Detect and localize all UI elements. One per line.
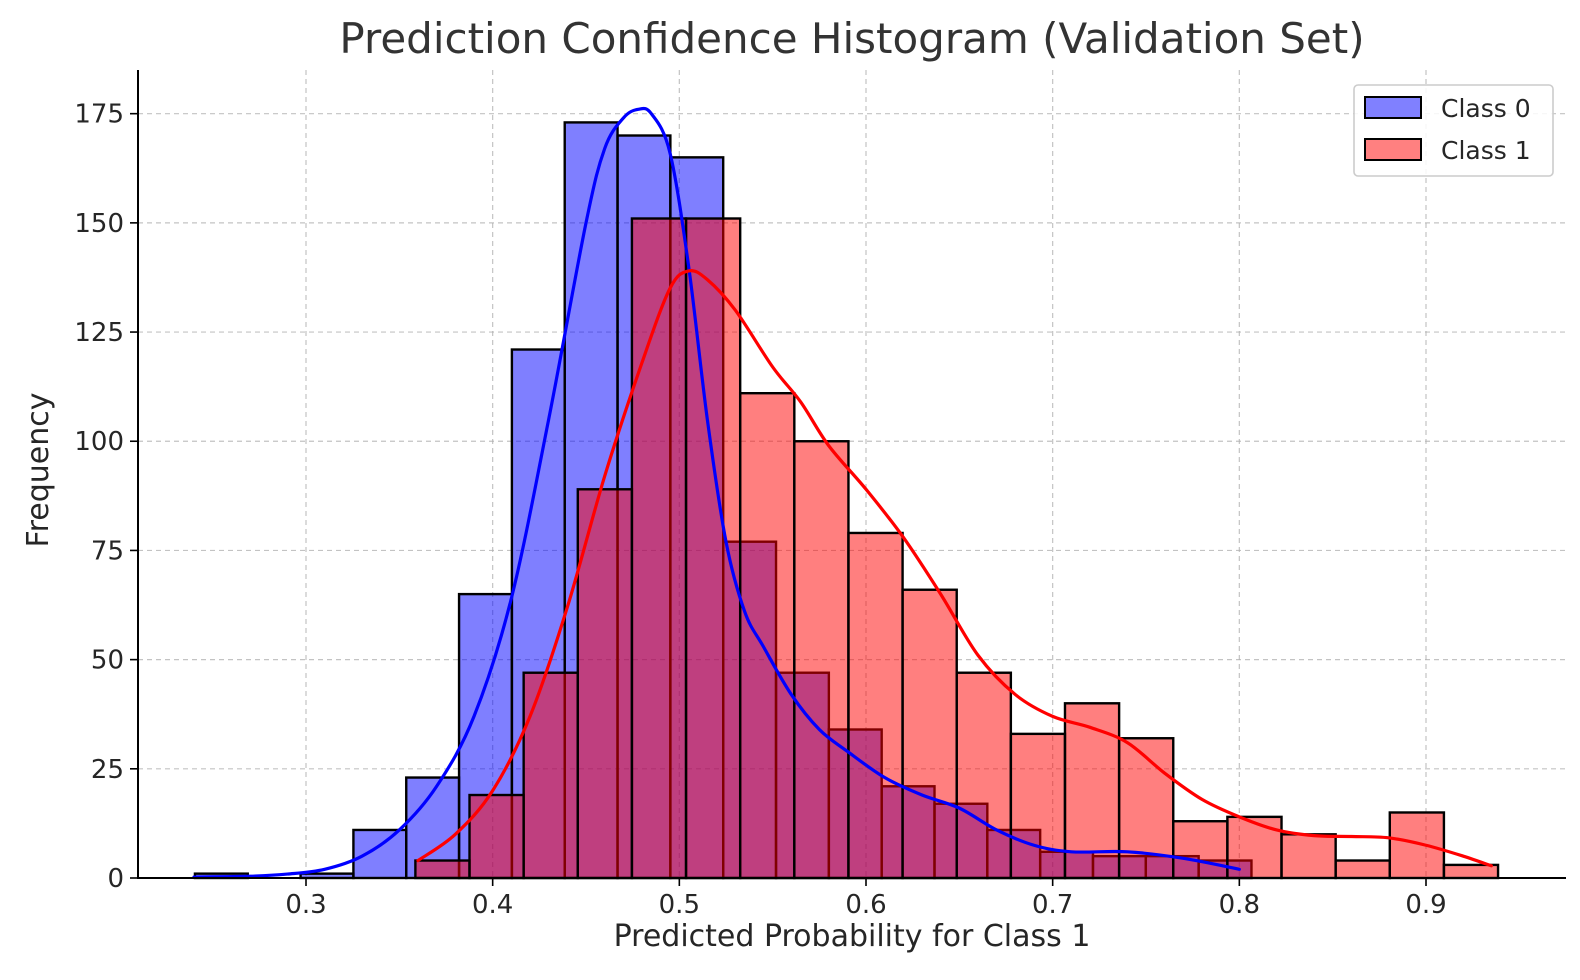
y-tick-label: 75: [91, 536, 124, 566]
bar-class-1: [738, 392, 796, 880]
bar-class-1: [1172, 820, 1229, 880]
bar-class-1: [955, 671, 1013, 880]
bar-class-1: [1009, 732, 1067, 880]
y-tick-label: 125: [74, 318, 124, 348]
tick-labels: 0.3 0.4 0.5 0.6 0.7 0.8 0.9 0 25 50 75 100 125 150 175: [74, 100, 1446, 920]
kde-line-class-1: [416, 268, 1493, 868]
x-tick-label: 0.8: [1219, 890, 1260, 920]
bar-class-0: [352, 828, 408, 880]
x-tick-label: 0.4: [472, 890, 513, 920]
y-tick-label: 175: [74, 100, 124, 130]
x-axis-label: Predicted Probability for Class 1: [614, 919, 1091, 954]
y-tick-label: 0: [107, 864, 124, 894]
x-tick-label: 0.5: [659, 890, 700, 920]
bar-class-1: [1334, 859, 1391, 880]
x-tick-label: 0.9: [1405, 890, 1446, 920]
legend-swatch-class-0: [1364, 96, 1422, 119]
legend: Class 0 Class 1: [1353, 84, 1554, 177]
bar-class-1: [1280, 833, 1337, 880]
x-tick-label: 0.3: [285, 890, 326, 920]
bar-class-1: [793, 440, 850, 880]
x-tick-label: 0.7: [1032, 890, 1073, 920]
axes: [137, 70, 1566, 879]
bar-class-1: [1388, 811, 1446, 880]
kde-line-class-0: [192, 106, 1241, 879]
legend-label-class-1: Class 1: [1441, 136, 1531, 165]
y-tick-label: 50: [91, 646, 124, 676]
y-tick-label: 150: [74, 209, 124, 239]
bar-class-1: [901, 588, 958, 880]
y-tick-label: 25: [91, 755, 124, 785]
y-tick-label: 100: [74, 427, 124, 457]
histogram-bars: [193, 121, 1500, 880]
legend-label-class-0: Class 0: [1441, 94, 1531, 123]
bar-class-1: [522, 671, 579, 880]
legend-swatch-class-1: [1364, 138, 1422, 161]
bar-class-1: [468, 793, 525, 880]
chart-title: Prediction Confidence Histogram (Validat…: [339, 14, 1364, 63]
bar-class-1: [847, 531, 904, 880]
bar-class-1: [1063, 702, 1121, 880]
bar-class-1: [414, 859, 471, 880]
x-tick-label: 0.6: [845, 890, 886, 920]
y-axis-label: Frequency: [21, 393, 56, 548]
kde-curves: [192, 106, 1493, 879]
